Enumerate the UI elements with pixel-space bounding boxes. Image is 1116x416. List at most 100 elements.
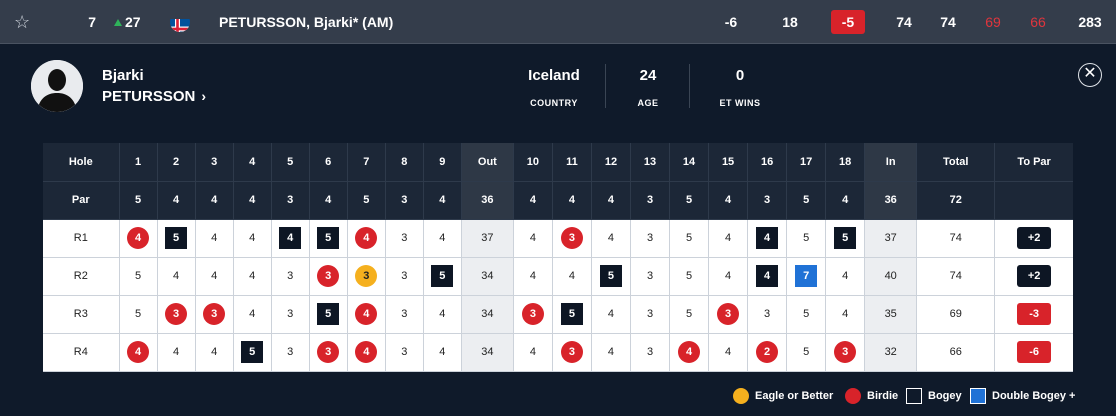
score-cell: 5 (669, 219, 710, 258)
score-cell: 74 (916, 219, 996, 258)
hole-row: Hole 1 2 3 4 5 6 7 8 9 Out 10 11 12 13 14 15 16 17 18 In Tota… (43, 143, 1073, 182)
score-cell: 37 (864, 219, 918, 258)
par-row-cell: 3 (385, 181, 424, 220)
player-profile-link[interactable]: PETURSSON › (102, 88, 206, 105)
score-cell: 4 (347, 295, 386, 334)
stat-country: Iceland COUNTRY (528, 67, 580, 108)
hole-row-cell: 18 (825, 143, 866, 182)
par-row-label: Par (43, 181, 120, 220)
score-cell: 4 (708, 333, 749, 372)
score-cell: 5 (552, 295, 592, 334)
birdie-marker: 3 (834, 341, 857, 363)
arrow-up-icon (114, 19, 122, 26)
score-cell: 4 (825, 257, 866, 296)
score-cell: 4 (591, 333, 631, 372)
score-cell: 4 (233, 295, 272, 334)
hole-row-cell: Total (916, 143, 996, 182)
round-label: R2 (43, 257, 120, 296)
position-movement: 27 (114, 0, 144, 44)
score-cell: 40 (864, 257, 918, 296)
birdie-marker: 3 (560, 227, 583, 249)
bogey-marker: 5 (165, 227, 188, 249)
par-row-cell: 5 (347, 181, 386, 220)
to-par-cell: +2 (994, 219, 1073, 258)
score-cell: 4 (195, 257, 234, 296)
stat-age: 24 AGE (637, 67, 659, 108)
birdie-marker: 3 (521, 303, 544, 325)
score-cell: 3 (825, 333, 866, 372)
par-row: Par 5 4 4 4 3 4 5 3 4 36 4 4 4 3 5 4 3 5 4 36 72 (43, 181, 1073, 220)
score-cell: 4 (591, 295, 631, 334)
round-3-score: 69 (985, 14, 1001, 30)
par-row-cell: 72 (916, 181, 996, 220)
stat-et-wins: 0 ET WINS (719, 67, 761, 108)
par-row-cell: 4 (195, 181, 234, 220)
hole-row-cell: 3 (195, 143, 234, 182)
score-cell: 3 (385, 333, 424, 372)
star-outline-icon[interactable]: ☆ (14, 12, 31, 32)
bogey-marker: 4 (279, 227, 302, 249)
score-cell: 5 (825, 219, 866, 258)
hole-row-cell: 15 (708, 143, 749, 182)
leaderboard-row[interactable]: ☆ 7 27 PETURSSON, Bjarki* (AM) -6 18 -5 … (0, 0, 1116, 44)
hole-row-cell: Out (461, 143, 514, 182)
score-cell: 4 (423, 333, 462, 372)
legend-birdie: Birdie (845, 388, 905, 404)
player-last-name: PETURSSON (102, 88, 196, 105)
to-par-badge: +2 (1017, 265, 1052, 287)
bogey-marker: 5 (560, 303, 583, 325)
eagle-marker: 3 (355, 265, 378, 287)
par-row-cell: 4 (591, 181, 631, 220)
to-par-cell: -3 (994, 295, 1073, 334)
bogey-marker: 5 (431, 265, 454, 287)
round-2-score: 74 (940, 14, 956, 30)
score-cell: 34 (461, 257, 514, 296)
table-row: R4 4 4 4 5 3 3 4 3 4 34 4 3 4 3 4 4 2 5 3 32 66 -6 (43, 333, 1073, 372)
par-row-cell: 36 (864, 181, 918, 220)
par-row-cell: 5 (669, 181, 710, 220)
score-cell: 5 (786, 219, 827, 258)
hole-row-cell: 11 (552, 143, 592, 182)
birdie-marker: 3 (717, 303, 740, 325)
player-name[interactable]: PETURSSON, Bjarki* (AM) (219, 14, 394, 30)
score-cell: 4 (195, 333, 234, 372)
score-cell: 66 (916, 333, 996, 372)
close-icon[interactable]: ✕ (1078, 63, 1102, 87)
hole-row-cell: 7 (347, 143, 386, 182)
score-cell: 5 (233, 333, 272, 372)
hole-row-cell: To Par (994, 143, 1073, 182)
to-par-badge: -6 (1017, 341, 1052, 363)
table-row: R2 5 4 4 4 3 3 3 3 5 34 4 4 5 3 5 4 4 7 4 40 74 +2 (43, 257, 1073, 296)
thru: 18 (782, 14, 798, 30)
score-cell: 5 (669, 257, 710, 296)
legend-double-bogey: Double Bogey + (970, 388, 1080, 404)
score-cell: 5 (309, 295, 348, 334)
score-cell: 3 (157, 295, 196, 334)
score-cell: 3 (309, 333, 348, 372)
score-cell: 5 (309, 219, 348, 258)
score-cell: 4 (708, 219, 749, 258)
par-row-cell: 4 (552, 181, 592, 220)
today-score-badge: -5 (831, 10, 865, 34)
score-cell: 4 (119, 219, 158, 258)
score-cell: 4 (825, 295, 866, 334)
hole-row-cell: 14 (669, 143, 710, 182)
score-cell: 3 (747, 295, 788, 334)
hole-row-cell: 6 (309, 143, 348, 182)
score-cell: 3 (630, 257, 671, 296)
hole-row-cell: 4 (233, 143, 272, 182)
to-par-cell: -6 (994, 333, 1073, 372)
par-row-cell: 4 (309, 181, 348, 220)
score-cell: 69 (916, 295, 996, 334)
birdie-marker: 4 (355, 227, 378, 249)
score-cell: 3 (271, 295, 310, 334)
score-cell: 3 (630, 219, 671, 258)
hole-row-cell: 8 (385, 143, 424, 182)
score-cell: 3 (708, 295, 749, 334)
hole-row-cell: 9 (423, 143, 462, 182)
bogey-marker: 5 (834, 227, 857, 249)
score-cell: 3 (630, 295, 671, 334)
table-row: R1 4 5 4 4 4 5 4 3 4 37 4 3 4 3 5 4 4 5 5 37 74 +2 (43, 219, 1073, 258)
hole-row-cell: 5 (271, 143, 310, 182)
bogey-marker: 5 (241, 341, 264, 363)
